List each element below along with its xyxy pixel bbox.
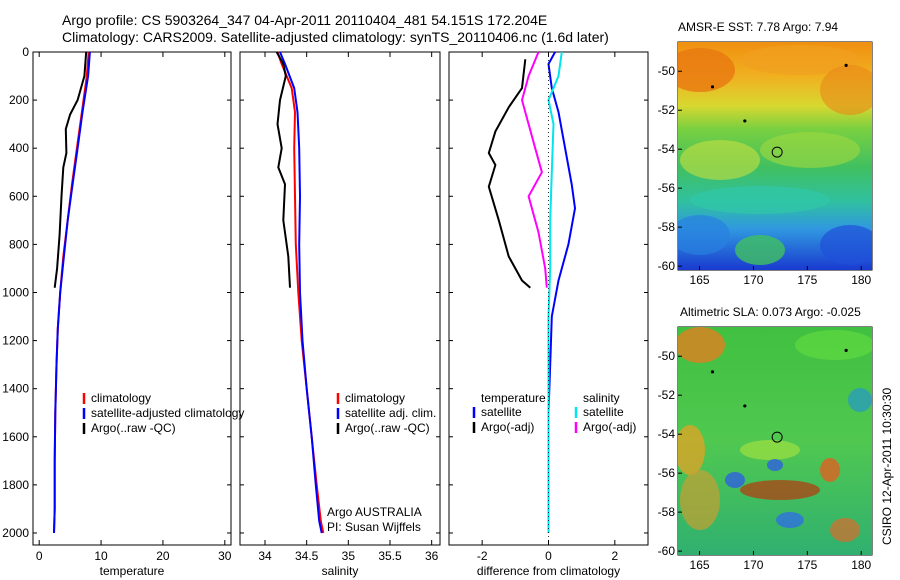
legend-header: salinity — [583, 391, 620, 405]
annotation-text: PI: Susan Wijffels — [327, 520, 421, 534]
map-y-tick-label: -56 — [658, 466, 676, 480]
sst-map-title: AMSR-E SST: 7.78 Argo: 7.94 — [678, 20, 839, 34]
map-x-tick-label: 170 — [743, 273, 763, 287]
x-tick-label: 2 — [611, 549, 618, 563]
map-y-tick-label: -58 — [658, 220, 676, 234]
x-tick-label: -2 — [477, 549, 488, 563]
profile-panel-frame — [32, 51, 232, 546]
map-y-tick-label: -52 — [658, 103, 676, 117]
island-dot — [710, 370, 715, 374]
map-y-tick-label: -54 — [658, 427, 676, 441]
series-line-argo-adj- — [521, 51, 548, 288]
y-tick-label: 1000 — [2, 285, 29, 299]
series-line-argo-raw-qc- — [275, 51, 291, 288]
map-y-tick-label: -60 — [658, 544, 676, 558]
x-tick-label: 20 — [156, 549, 170, 563]
profile-panel-frame — [239, 51, 441, 546]
x-tick-label: 0 — [545, 549, 552, 563]
map-x-tick-label: 175 — [797, 273, 817, 287]
legend-label: climatology — [345, 391, 405, 405]
sla-map — [678, 327, 872, 555]
series-line-argo-adj- — [487, 59, 531, 289]
legend-label: Argo(..raw -QC) — [345, 421, 430, 435]
legend-label: Argo(-adj) — [481, 420, 534, 434]
island-dot — [844, 348, 848, 352]
map-y-tick-label: -50 — [658, 64, 676, 78]
x-tick-label: 34 — [258, 549, 272, 563]
legend-label: climatology — [91, 391, 151, 405]
sst-map — [678, 42, 872, 270]
map-y-tick-label: -58 — [658, 505, 676, 519]
series-line-satellite — [547, 51, 576, 533]
map-y-tick-label: -54 — [658, 142, 676, 156]
legend-label: satellite — [481, 405, 522, 419]
y-tick-label: 800 — [9, 237, 29, 251]
x-axis-label: difference from climatology — [477, 564, 620, 578]
series-line-satellite-adj-clim- — [279, 51, 323, 534]
legend-label: satellite adj. clim. — [345, 406, 436, 420]
profile-title: Argo profile: CS 5903264_347 04-Apr-2011… — [62, 12, 548, 28]
y-tick-label: 1600 — [2, 430, 29, 444]
profile-location-marker — [771, 146, 783, 158]
x-tick-label: 34.5 — [295, 549, 319, 563]
island-dot — [743, 404, 747, 408]
climatology-subtitle: Climatology: CARS2009. Satellite-adjuste… — [62, 29, 609, 45]
map-y-tick-label: -60 — [658, 259, 676, 273]
axes-layer: 0 10 20 30temperature0200400600800100012001… — [2, 45, 871, 578]
annotation-text: Argo AUSTRALIA — [327, 505, 422, 519]
legend-header: temperature — [481, 391, 546, 405]
legend-label: satellite — [583, 405, 624, 419]
y-tick-label: 1800 — [2, 478, 29, 492]
y-tick-label: 1200 — [2, 334, 29, 348]
x-axis-label: temperature — [100, 564, 165, 578]
legend-label: satellite-adjusted climatology — [91, 406, 244, 420]
legend-label: Argo(..raw -QC) — [91, 421, 176, 435]
island-dot — [710, 85, 715, 89]
map-y-tick-label: -52 — [658, 388, 676, 402]
series-line-satellite-adjusted-climatology — [53, 51, 91, 534]
series-layer — [53, 51, 848, 534]
x-tick-label: 35 — [342, 549, 356, 563]
legend-label: Argo(-adj) — [583, 420, 636, 434]
map-x-tick-label: 165 — [690, 273, 710, 287]
island-dot — [844, 63, 848, 67]
island-dot — [743, 119, 747, 123]
y-tick-label: 600 — [9, 189, 29, 203]
map-x-tick-label: 180 — [851, 273, 871, 287]
y-tick-label: 1400 — [2, 382, 29, 396]
series-line-argo-raw-qc- — [53, 51, 88, 288]
y-tick-label: 400 — [9, 141, 29, 155]
x-tick-label: 0 — [36, 549, 43, 563]
x-tick-label: 35.5 — [378, 549, 402, 563]
y-tick-label: 200 — [9, 93, 29, 107]
map-y-tick-label: -56 — [658, 181, 676, 195]
y-tick-label: 0 — [22, 45, 29, 59]
profile-location-marker — [771, 431, 783, 443]
x-tick-label: 30 — [218, 549, 232, 563]
y-tick-label: 2000 — [2, 526, 29, 540]
map-x-tick-label: 175 — [797, 558, 817, 572]
map-x-tick-label: 165 — [690, 558, 710, 572]
map-x-tick-label: 180 — [851, 558, 871, 572]
x-tick-label: 10 — [94, 549, 108, 563]
sla-map-title: Altimetric SLA: 0.073 Argo: -0.025 — [680, 305, 861, 319]
x-axis-label: salinity — [322, 564, 359, 578]
x-tick-label: 36 — [425, 549, 439, 563]
map-x-tick-label: 170 — [743, 558, 763, 572]
map-y-tick-label: -50 — [658, 349, 676, 363]
